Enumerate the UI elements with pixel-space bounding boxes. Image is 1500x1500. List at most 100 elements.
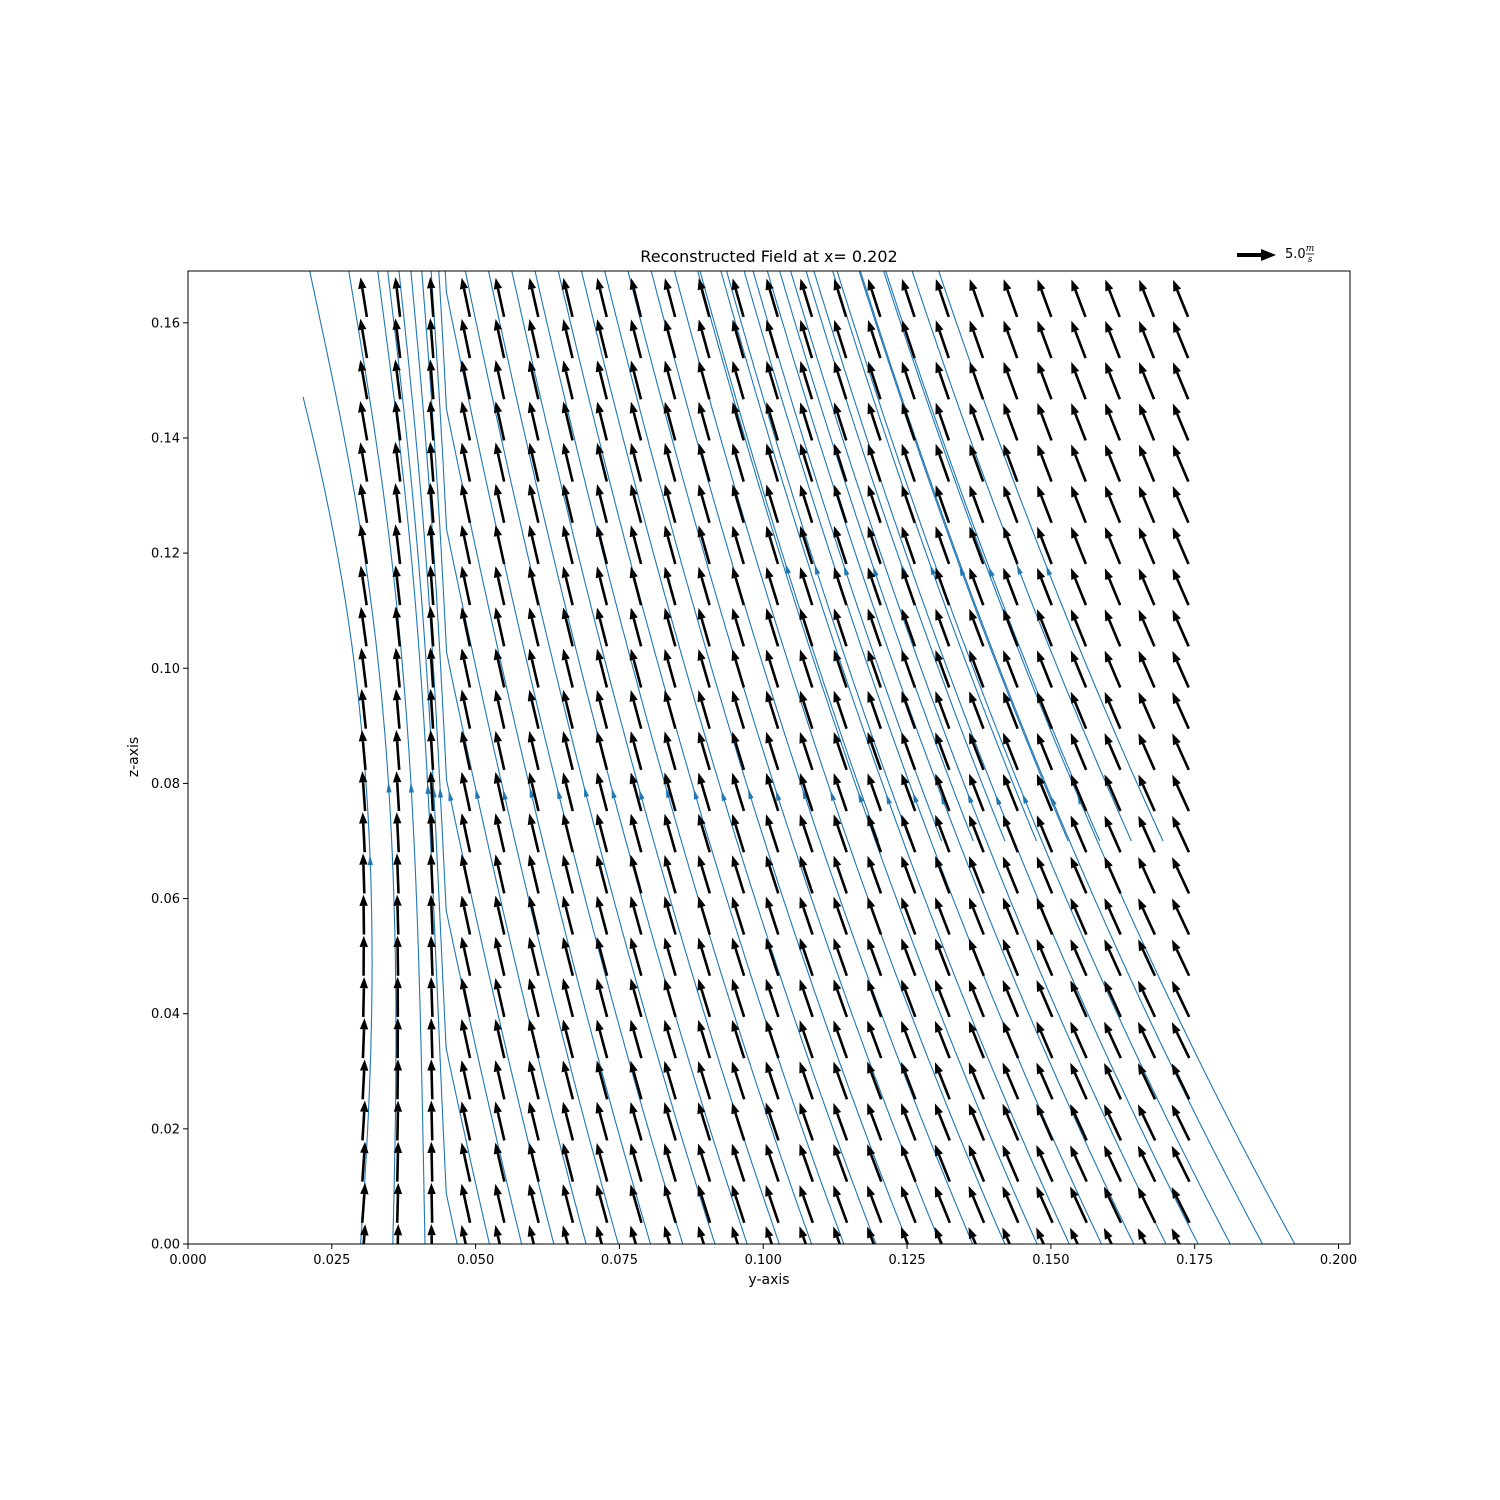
vector-arrow (731, 1143, 746, 1183)
streamline-arrow (967, 792, 974, 804)
vector-arrow (697, 896, 712, 935)
vector-arrow (595, 1143, 609, 1182)
vector-arrow (1104, 856, 1122, 894)
vector-arrow (1172, 403, 1190, 441)
vector-arrow (527, 813, 540, 853)
vector-arrow (1036, 856, 1054, 894)
vector-arrow (595, 360, 609, 400)
vector-arrow (799, 402, 814, 441)
vector-arrow (663, 319, 677, 359)
vector-arrow (1172, 733, 1190, 771)
vector-arrow (459, 813, 472, 853)
vector-arrow (833, 1102, 849, 1141)
vector-arrow (527, 895, 540, 935)
vector-arrow (392, 606, 402, 647)
vector-arrow (1172, 857, 1191, 894)
vector-arrow (360, 1224, 369, 1244)
vector-arrow (969, 650, 985, 688)
vector-arrow (459, 771, 472, 812)
vector-arrow (1002, 773, 1019, 812)
vector-arrow (527, 566, 540, 606)
vector-arrow (527, 401, 540, 441)
streamline (650, 271, 974, 1244)
vector-arrow (1002, 1227, 1012, 1244)
vector-arrow (867, 1226, 876, 1244)
vector-arrow (392, 524, 402, 565)
vector-arrow (1003, 609, 1019, 647)
vector-arrow (427, 729, 436, 770)
vector-arrow (527, 360, 540, 400)
vector-arrow (493, 277, 506, 318)
vector-arrow (1172, 774, 1191, 812)
vector-arrow (799, 979, 814, 1018)
streamline (438, 271, 652, 1244)
vector-arrow (968, 1021, 986, 1059)
streamline (557, 271, 845, 1244)
vector-arrow (527, 936, 540, 977)
vector-arrow (629, 360, 643, 400)
streamline-arrow (425, 783, 431, 795)
vector-arrow (867, 979, 883, 1018)
vector-arrow (731, 1061, 746, 1100)
vector-arrow (561, 319, 574, 359)
vector-arrow (799, 1185, 815, 1224)
vector-arrow (527, 854, 540, 894)
vector-arrow (527, 319, 540, 359)
vector-arrow (901, 608, 917, 647)
vector-arrow (1104, 1104, 1123, 1142)
vector-arrow (629, 401, 643, 441)
vector-arrow (697, 1143, 712, 1183)
vector-arrow (1172, 321, 1190, 359)
x-tick-label: 0.075 (601, 1253, 638, 1268)
vector-arrow (1138, 568, 1156, 606)
vector-arrow (867, 814, 883, 853)
vector-arrow (935, 402, 951, 441)
vector-arrow (731, 443, 745, 482)
streamline-arrow (785, 563, 791, 575)
vector-arrow (595, 566, 609, 606)
vector-arrow (731, 1019, 746, 1059)
vector-arrows (358, 277, 1191, 1244)
vector-arrow (392, 318, 402, 359)
vector-arrow (459, 854, 472, 894)
vector-arrow (595, 525, 609, 565)
y-tick-label: 0.10 (151, 662, 180, 677)
vector-arrow (968, 1185, 986, 1224)
vector-arrow (359, 812, 368, 853)
x-tick-label: 0.125 (888, 1253, 925, 1268)
streamline (766, 271, 1135, 1244)
vector-arrow (697, 484, 711, 524)
vector-arrow (359, 894, 368, 935)
vector-arrow (359, 935, 368, 976)
vector-arrow (1172, 815, 1191, 853)
y-axis: 0.00 0.02 0.04 0.06 0.08 0.10 0.12 0.14 0.16 (151, 316, 188, 1253)
vector-arrow (459, 1019, 472, 1059)
vector-arrow (561, 854, 575, 894)
streamline (444, 271, 684, 1244)
vector-arrow (427, 1100, 436, 1141)
vector-arrow (867, 608, 882, 647)
vector-arrow (1139, 320, 1156, 359)
vector-arrow (493, 1060, 506, 1100)
vector-arrow (731, 813, 746, 853)
vector-arrow (765, 731, 780, 771)
vector-arrow (833, 278, 848, 318)
vector-arrow (1171, 1187, 1191, 1224)
vector-arrow (1171, 1228, 1181, 1244)
vector-arrow (1105, 279, 1121, 318)
streamline-arrow (639, 789, 645, 801)
vector-arrow (358, 647, 368, 688)
streamline (699, 271, 879, 842)
vector-arrow (697, 731, 711, 771)
vector-arrow (799, 361, 814, 400)
vector-arrow (595, 278, 608, 318)
streamline-arrow (611, 788, 617, 799)
streamline (302, 396, 373, 1244)
vector-arrow (867, 567, 882, 606)
vector-arrow (1171, 980, 1191, 1018)
vector-arrow (731, 1102, 746, 1141)
vector-arrow (867, 526, 882, 565)
vector-arrow (799, 814, 814, 853)
streamline (309, 271, 397, 1244)
